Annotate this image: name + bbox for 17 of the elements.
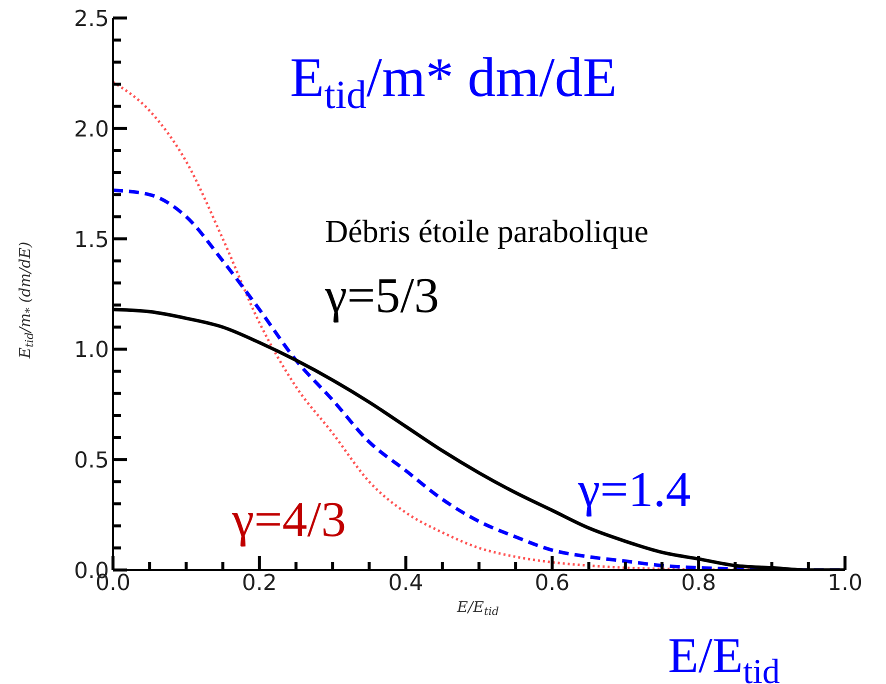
y-tick-label: 2.0 <box>74 117 109 142</box>
y-tick-label: 2.5 <box>74 7 109 32</box>
annotation: Débris étoile parabolique <box>325 213 648 249</box>
y-tick-label: 1.5 <box>74 228 109 253</box>
text: E$_{tid}$/m* dm/dE <box>290 47 617 117</box>
y-tick-label: 0.5 <box>74 448 109 474</box>
y-tick-label: 1.0 <box>74 338 109 364</box>
x-axis-title: E/E$_{tid}$ <box>456 598 499 618</box>
x-tick-label: 0.6 <box>534 571 570 596</box>
x-tick-label: 0.4 <box>388 571 424 596</box>
annotation: γ=5/3 <box>324 267 440 323</box>
x-tick-label: 1.0 <box>828 571 862 596</box>
annotation: γ=4/3 <box>231 491 346 547</box>
x-tick-label: 0.2 <box>242 571 277 596</box>
annotation: γ=1.4 <box>577 461 691 517</box>
x-tick-label: 0.8 <box>681 571 716 596</box>
text: E/E$_{tid}$ <box>668 627 780 684</box>
